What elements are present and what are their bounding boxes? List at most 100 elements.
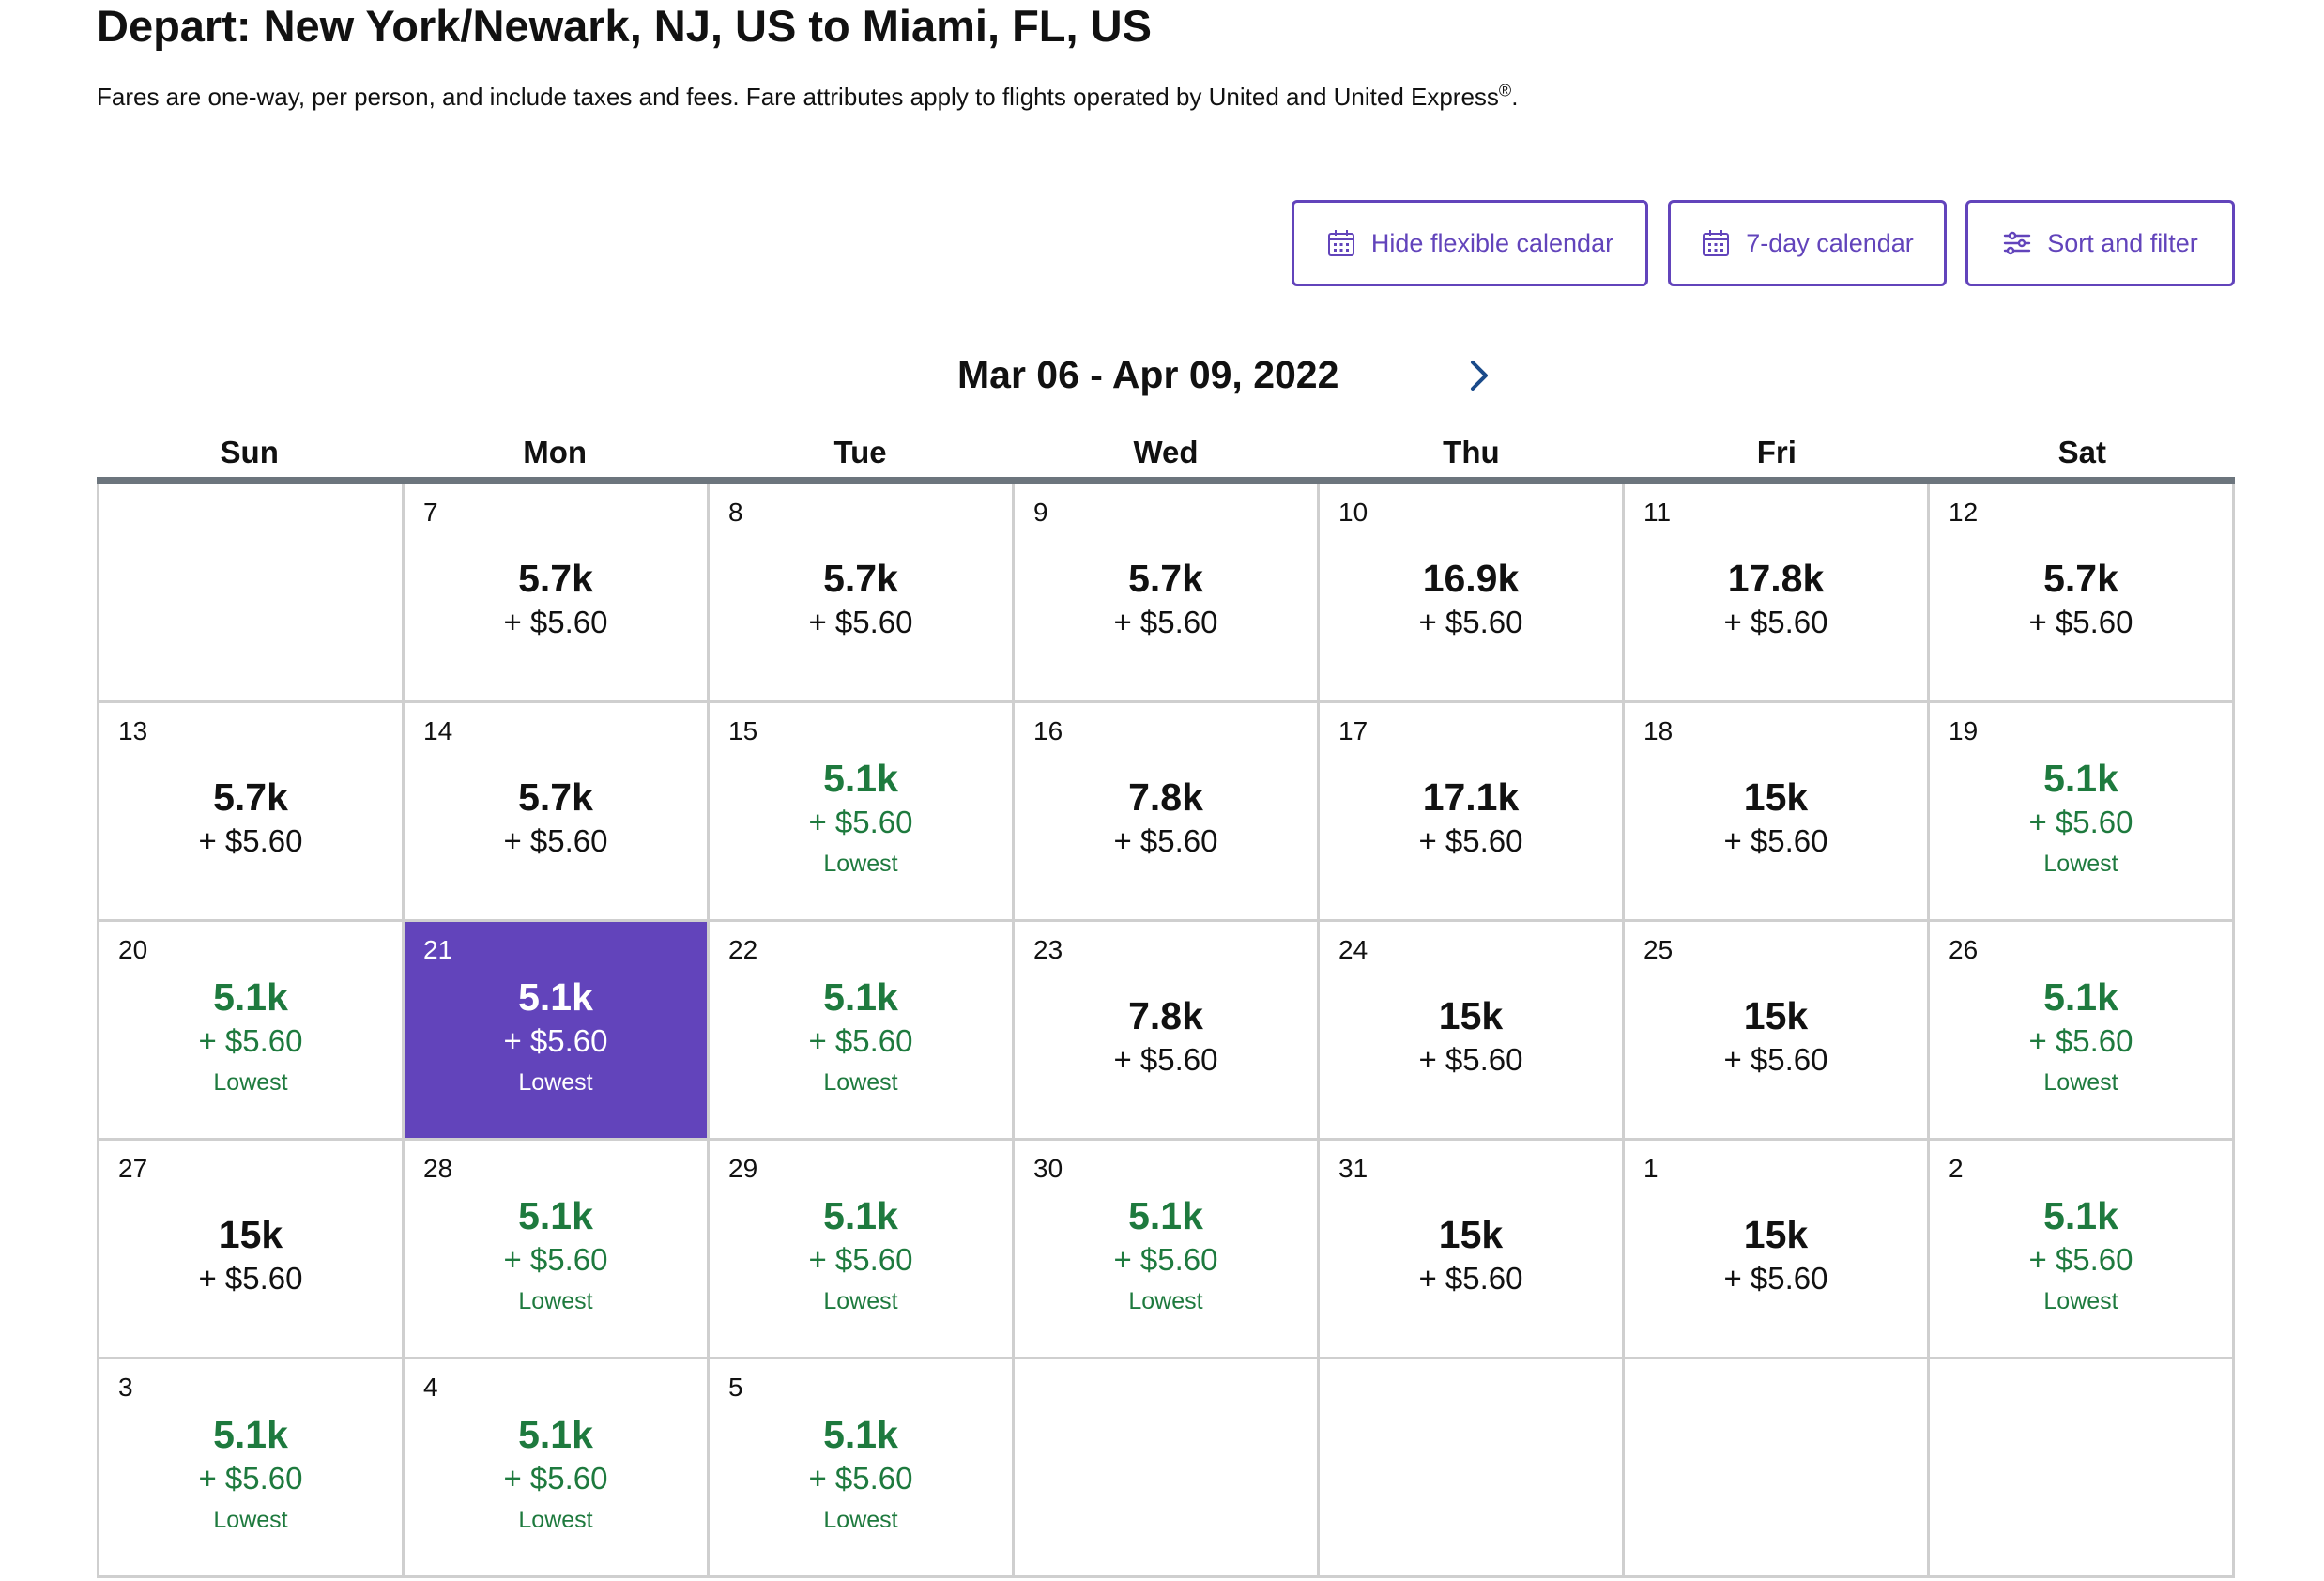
fare-taxes: + $5.60 [1113,605,1218,639]
day-cell[interactable]: 20 5.1k + $5.60 Lowest [99,922,405,1141]
day-cell[interactable]: 4 5.1k + $5.60 Lowest [405,1359,710,1578]
fare-info: 5.1k + $5.60 Lowest [710,922,1012,1138]
day-cell[interactable]: 22 5.1k + $5.60 Lowest [710,922,1015,1141]
fare-miles: 17.8k [1727,557,1825,600]
sliders-icon [2004,231,2031,255]
day-cell[interactable]: 19 5.1k + $5.60 Lowest [1930,703,2235,922]
fare-info: 5.7k + $5.60 [1930,484,2232,700]
fare-taxes: + $5.60 [1418,1261,1523,1296]
day-number: 14 [423,716,453,745]
day-cell[interactable]: 16 7.8k + $5.60 [1015,703,1320,922]
day-cell[interactable]: 9 5.7k + $5.60 [1015,484,1320,703]
fare-taxes: + $5.60 [1418,823,1523,858]
calendar-icon [1703,230,1730,256]
day-cell[interactable]: 18 15k + $5.60 [1625,703,1930,922]
day-cell[interactable]: 24 15k + $5.60 [1320,922,1625,1141]
day-cell[interactable]: 28 5.1k + $5.60 Lowest [405,1141,710,1359]
day-number: 26 [1949,935,1979,964]
day-number: 23 [1033,935,1063,964]
day-cell[interactable]: 1 15k + $5.60 [1625,1141,1930,1359]
fare-miles: 5.1k [518,975,593,1019]
seven-day-calendar-button[interactable]: 7-day calendar [1668,200,1947,286]
fare-disclaimer: Fares are one-way, per person, and inclu… [97,79,1523,115]
fare-miles: 15k [1438,1213,1504,1256]
day-cell[interactable]: 30 5.1k + $5.60 Lowest [1015,1141,1320,1359]
fare-taxes: + $5.60 [1418,605,1523,639]
fare-taxes: + $5.60 [1418,1042,1523,1077]
calendar-icon [1327,230,1354,256]
day-number: 9 [1033,498,1048,527]
fare-miles: 7.8k [1128,775,1203,819]
day-number: 18 [1644,716,1674,745]
fare-miles: 5.1k [2043,975,2118,1019]
fare-taxes: + $5.60 [1723,1261,1828,1296]
fare-miles: 5.1k [823,757,898,800]
hide-flexible-calendar-button[interactable]: Hide flexible calendar [1292,200,1648,286]
fare-taxes: + $5.60 [1723,605,1828,639]
fare-taxes: + $5.60 [1113,1242,1218,1277]
day-number: 1 [1644,1154,1659,1183]
day-cell[interactable]: 26 5.1k + $5.60 Lowest [1930,922,2235,1141]
fare-taxes: + $5.60 [198,1023,303,1058]
fare-miles: 16.9k [1422,557,1520,600]
lowest-fare-label: Lowest [2043,1288,2118,1314]
fare-miles: 5.7k [213,775,288,819]
day-number: 16 [1033,716,1063,745]
fare-miles: 5.1k [823,1413,898,1456]
day-cell[interactable]: 11 17.8k + $5.60 [1625,484,1930,703]
day-number: 31 [1338,1154,1368,1183]
day-cell[interactable]: 27 15k + $5.60 [99,1141,405,1359]
day-cell[interactable]: 5 5.1k + $5.60 Lowest [710,1359,1015,1578]
fare-taxes: + $5.60 [2028,605,2133,639]
day-cell[interactable]: 8 5.7k + $5.60 [710,484,1015,703]
day-cell[interactable]: 23 7.8k + $5.60 [1015,922,1320,1141]
day-number: 13 [118,716,148,745]
fare-info: 17.8k + $5.60 [1625,484,1927,700]
next-range-button[interactable] [1455,351,1504,400]
day-cell[interactable]: 25 15k + $5.60 [1625,922,1930,1141]
day-cell[interactable]: 15 5.1k + $5.60 Lowest [710,703,1015,922]
fare-taxes: + $5.60 [2028,805,2133,839]
fare-info: 15k + $5.60 [1320,922,1622,1138]
day-cell[interactable]: 10 16.9k + $5.60 [1320,484,1625,703]
day-number: 29 [728,1154,758,1183]
day-cell[interactable]: 7 5.7k + $5.60 [405,484,710,703]
lowest-fare-label: Lowest [823,1507,898,1533]
day-cell[interactable]: 3 5.1k + $5.60 Lowest [99,1359,405,1578]
fare-info: 15k + $5.60 [1625,1141,1927,1357]
day-cell[interactable]: 17 17.1k + $5.60 [1320,703,1625,922]
day-cell[interactable]: 31 15k + $5.60 [1320,1141,1625,1359]
lowest-fare-label: Lowest [213,1507,288,1533]
lowest-fare-label: Lowest [2043,1069,2118,1096]
date-range-row: Mar 06 - Apr 09, 2022 [0,345,2324,411]
sort-and-filter-button[interactable]: Sort and filter [1965,200,2235,286]
day-cell[interactable]: 29 5.1k + $5.60 Lowest [710,1141,1015,1359]
day-number: 24 [1338,935,1368,964]
fare-info: 5.1k + $5.60 Lowest [405,922,707,1138]
lowest-fare-label: Lowest [1128,1288,1203,1314]
day-cell[interactable]: 12 5.7k + $5.60 [1930,484,2235,703]
fare-info: 5.7k + $5.60 [710,484,1012,700]
fare-info: 5.1k + $5.60 Lowest [710,703,1012,919]
empty-day-cell [1320,1359,1625,1578]
fare-miles: 5.1k [1128,1194,1203,1237]
fare-miles: 5.7k [518,557,593,600]
day-cell[interactable]: 13 5.7k + $5.60 [99,703,405,922]
fare-taxes: + $5.60 [503,605,608,639]
fare-taxes: + $5.60 [1723,823,1828,858]
weekday-header: Sun Mon Tue Wed Thu Fri Sat [97,428,2235,477]
fare-miles: 5.1k [2043,1194,2118,1237]
fare-taxes: + $5.60 [198,1261,303,1296]
fare-taxes: + $5.60 [808,805,913,839]
lowest-fare-label: Lowest [518,1288,593,1314]
fare-info: 5.1k + $5.60 Lowest [1930,922,2232,1138]
day-cell[interactable]: 2 5.1k + $5.60 Lowest [1930,1141,2235,1359]
day-number: 22 [728,935,758,964]
fare-miles: 15k [1743,1213,1809,1256]
day-cell[interactable]: 14 5.7k + $5.60 [405,703,710,922]
weekday-header-rule [97,477,2235,484]
day-cell[interactable]: 21 5.1k + $5.60 Lowest [405,922,710,1141]
fare-miles: 5.1k [213,1413,288,1456]
fare-taxes: + $5.60 [808,605,913,639]
fare-taxes: + $5.60 [1723,1042,1828,1077]
